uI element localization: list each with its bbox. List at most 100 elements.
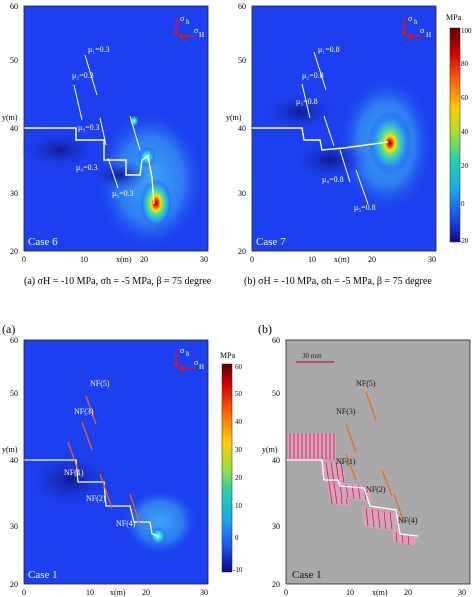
case6-mu4: μ₄=0.3 (76, 163, 98, 172)
case6-ytick-20: 20 (10, 247, 18, 256)
bottom-b-ylabel: y(m) (262, 445, 278, 454)
bottom-a-axes: 60 50 40 30 20 y(m) 0 10 20 30 x(m) (2, 336, 209, 597)
bottom-a-nf4-label: NF(4) (116, 519, 136, 528)
bottom-a-sigma-H-sub: H (199, 363, 204, 371)
bottom-panel-a-label: (a) (2, 322, 15, 336)
bottom-a-ytick-60: 60 (10, 336, 18, 345)
bottom-b-nf1-label: NF(1) (336, 457, 356, 466)
case7-xtick-30: 30 (428, 255, 436, 264)
case6-xlabel: x(m) (116, 255, 132, 264)
bottom-a-nf1-label: NF(1) (64, 468, 84, 477)
case6-mu3: μ₃=0.3 (78, 123, 100, 132)
case7-xlabel: x(m) (334, 255, 350, 264)
bottom-a-halo (122, 488, 198, 556)
case7-frame (251, 5, 437, 252)
top-cb-tick-60: 60 (461, 94, 469, 102)
bottom-b-xtick-0: 0 (284, 588, 288, 597)
bottom-a-nf5-label: NF(5) (90, 379, 110, 388)
bottom-a-xtick-30: 30 (200, 588, 208, 597)
top-cb-tick-100: 100 (461, 27, 472, 35)
bottom-b-nf4 (393, 493, 405, 523)
bottom-a-nf2-label: NF(2) (86, 494, 106, 503)
bottom-b-scale-label: 30 mm (302, 352, 322, 360)
bottom-b-frame (285, 339, 471, 585)
bottom-a-ytick-20: 20 (10, 580, 18, 589)
bottom-b-xtick-20: 20 (404, 588, 412, 597)
case7-axes: 60 50 40 30 20 y(m) 0 10 20 30 x(m) (226, 2, 437, 264)
top-cb-tick-20: 20 (461, 162, 469, 170)
case7-fracture-path (252, 127, 389, 151)
case7-ytick-30: 30 (238, 189, 246, 198)
bottom-a-sigma-h: σ (180, 346, 185, 355)
case6-xtick-20: 20 (140, 255, 148, 264)
bottom-cb-tick-neg10: -10 (233, 566, 243, 574)
case6-sigma-h-sub: h (186, 18, 190, 26)
bottom-b-case-label: Case 1 (292, 569, 322, 581)
bottom-a-ytick-30: 30 (10, 522, 18, 531)
bottom-cb-tick-40: 40 (235, 418, 243, 426)
top-colorbar: MPa 100 80 60 40 20 0 -20 (446, 13, 472, 245)
case6-ytick-40: 40 (10, 124, 18, 133)
case6-xtick-30: 30 (200, 255, 208, 264)
top-cb-tick-neg20: -20 (459, 237, 469, 245)
case7-mu2: μ₂=0.8 (302, 71, 324, 80)
case6-fracture-path (24, 127, 155, 205)
bottom-b-ytick-30: 30 (272, 522, 280, 531)
bottom-b-nf3 (345, 423, 357, 453)
hatch-lines-3 (339, 483, 367, 501)
hatch-zone-4 (362, 506, 398, 532)
case7-ytick-40: 40 (238, 124, 246, 133)
case6-nf3 (73, 84, 83, 121)
bottom-a-dark-zone (25, 450, 115, 510)
case7-nf4 (355, 169, 369, 205)
bottom-a-ytick-50: 50 (10, 389, 18, 398)
case6-nf2 (107, 157, 119, 189)
bottom-a-sigma-H: σ (194, 358, 199, 367)
panel-bottom-b: 30 mm NF(5) NF(3) NF(1) NF(2) NF(4) Case… (286, 340, 470, 584)
bottom-a-sigma-h-sub: h (186, 350, 190, 358)
case7-label: Case 7 (256, 236, 286, 248)
bottom-a-case-label: Case 1 (28, 569, 58, 581)
case6-label: Case 6 (28, 236, 58, 248)
bottom-panel-b-label: (b) (258, 322, 272, 336)
case6-frame (23, 5, 209, 252)
case6-dark-zone-2 (88, 159, 148, 191)
bottom-a-nf1 (67, 441, 81, 477)
bottom-a-nf3-label: NF(3) (74, 407, 94, 416)
bottom-a-xtick-0: 0 (22, 588, 26, 597)
top-colorbar-unit: MPa (446, 13, 462, 22)
case7-nf1 (323, 115, 335, 147)
case7-nf5 (313, 51, 327, 91)
bottom-a-ylabel: y(m) (2, 445, 18, 454)
bottom-a-xtick-10: 10 (86, 588, 94, 597)
case6-mu2: μ₂=0.3 (72, 71, 94, 80)
bottom-b-nf1 (345, 453, 357, 481)
bottom-cb-tick-20: 20 (235, 474, 243, 482)
case7-nf3 (301, 83, 311, 119)
case7-xtick-20: 20 (368, 255, 376, 264)
bottom-cb-tick-60: 60 (235, 363, 243, 371)
case6-xtick-10: 10 (80, 255, 88, 264)
bottom-b-ytick-60: 60 (272, 336, 280, 345)
bottom-b-field (286, 340, 470, 584)
case6-sigma-H-sub: H (199, 31, 204, 39)
case7-mu5: μ₅=0.8 (354, 203, 376, 212)
bottom-a-frame (23, 339, 209, 585)
bottom-b-ytick-50: 50 (272, 389, 280, 398)
case7-ytick-60: 60 (238, 2, 246, 11)
top-cb-tick-80: 80 (461, 60, 469, 68)
caption-b: (b) σH = -10 MPa, σh = -5 MPa, β = 75 de… (244, 276, 432, 287)
case6-hotspot-3 (129, 115, 139, 127)
case7-sigma-H-arrowhead (406, 33, 411, 39)
panel-bottom-a: NF(5) NF(3) NF(1) NF(2) NF(4) σ h σ H Ca… (24, 340, 208, 584)
bottom-a-sigma-H-arrowhead (178, 365, 183, 371)
bottom-b-xtick-30: 30 (458, 588, 466, 597)
case7-sigma-h: σ (408, 14, 413, 23)
bottom-colorbar-unit: MPa (220, 351, 236, 360)
bottom-colorbar-bar (221, 363, 233, 573)
case7-sigma-h-sub: h (414, 18, 418, 26)
bottom-cb-tick-30: 30 (235, 446, 243, 454)
hatch-lines-4 (365, 507, 393, 531)
bottom-a-fracture-path (24, 459, 159, 537)
